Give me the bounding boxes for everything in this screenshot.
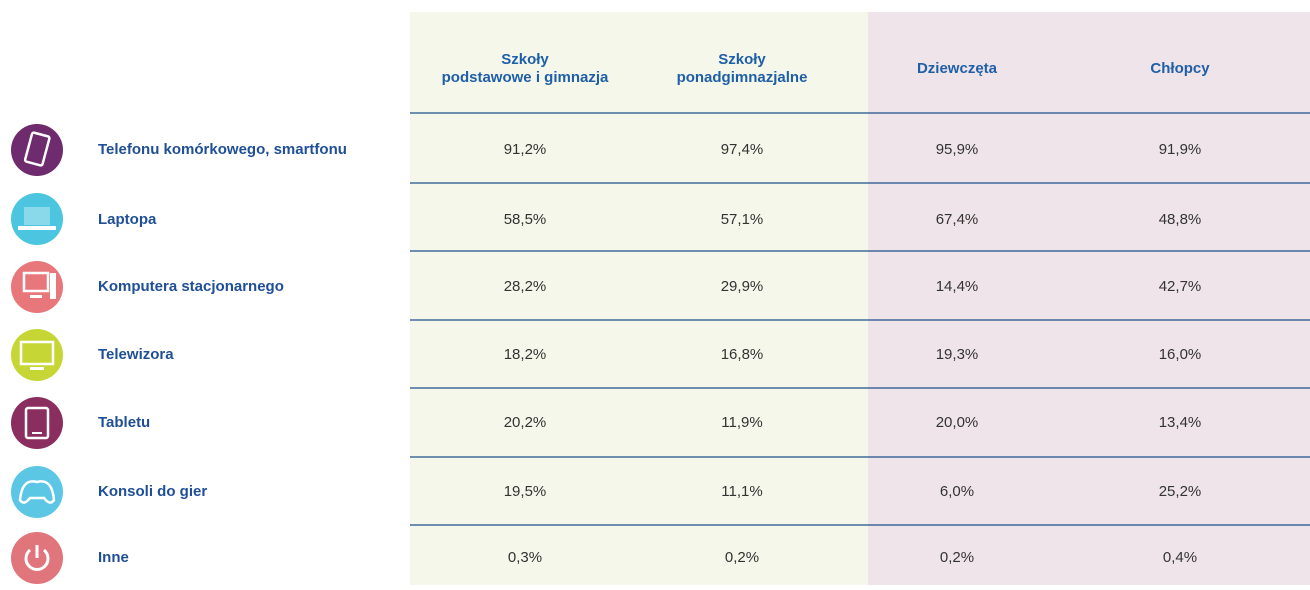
row-label: Komputera stacjonarnego: [98, 278, 284, 295]
column-header: Chłopcy: [1150, 60, 1210, 77]
cell-value: 11,1%: [721, 483, 762, 500]
column-header-line: Chłopcy: [1150, 60, 1210, 77]
cell-value: 28,2%: [504, 278, 547, 295]
cell-value: 58,5%: [504, 211, 547, 228]
cell-value: 48,8%: [1159, 211, 1202, 228]
cell-value: 29,9%: [721, 278, 764, 295]
cell-value: 16,0%: [1159, 346, 1202, 363]
row-label: Telewizora: [98, 346, 174, 363]
cell-value: 20,2%: [504, 414, 547, 431]
icon-tv: [11, 329, 63, 381]
icon-console: [11, 466, 63, 518]
cell-value: 19,5%: [504, 483, 547, 500]
row-label: Tabletu: [98, 414, 150, 431]
column-header-line: Szkoły: [718, 51, 766, 68]
cell-value: 16,8%: [721, 346, 764, 363]
cell-value: 20,0%: [936, 414, 979, 431]
cell-value: 14,4%: [936, 278, 979, 295]
cell-value: 13,4%: [1159, 414, 1202, 431]
cell-value: 91,9%: [1159, 141, 1202, 158]
cell-value: 18,2%: [504, 346, 547, 363]
row-label: Telefonu komórkowego, smartfonu: [98, 141, 347, 158]
cell-value: 19,3%: [936, 346, 979, 363]
column-header-line: podstawowe i gimnazja: [442, 69, 609, 86]
row-label: Laptopa: [98, 211, 157, 228]
cell-value: 0,3%: [508, 549, 542, 566]
column-header: Szkoły podstawowe i gimnazja: [442, 51, 609, 86]
cell-value: 25,2%: [1159, 483, 1202, 500]
cell-value: 42,7%: [1159, 278, 1202, 295]
icon-power: [11, 532, 63, 584]
cell-value: 0,4%: [1163, 549, 1197, 566]
column-header-line: Szkoły: [501, 51, 549, 68]
column-header: Szkoły ponadgimnazjalne: [677, 51, 808, 86]
column-header-line: ponadgimnazjalne: [677, 69, 808, 86]
gender-columns-bg: [868, 12, 1310, 585]
row-label: Inne: [98, 549, 129, 566]
column-header: Dziewczęta: [917, 60, 998, 77]
cell-value: 67,4%: [936, 211, 979, 228]
cell-value: 11,9%: [721, 414, 762, 431]
cell-value: 57,1%: [721, 211, 764, 228]
icon-laptop: [11, 193, 63, 245]
cell-value: 95,9%: [936, 141, 979, 158]
icon-desktop: [11, 261, 63, 313]
icon-phone: [11, 124, 63, 176]
column-header-line: Dziewczęta: [917, 60, 998, 77]
cell-value: 0,2%: [725, 549, 759, 566]
cell-value: 91,2%: [504, 141, 547, 158]
cell-value: 6,0%: [940, 483, 974, 500]
cell-value: 0,2%: [940, 549, 974, 566]
school-columns-bg: [410, 12, 868, 585]
icon-tablet: [11, 397, 63, 449]
row-label: Konsoli do gier: [98, 483, 207, 500]
cell-value: 97,4%: [721, 141, 764, 158]
